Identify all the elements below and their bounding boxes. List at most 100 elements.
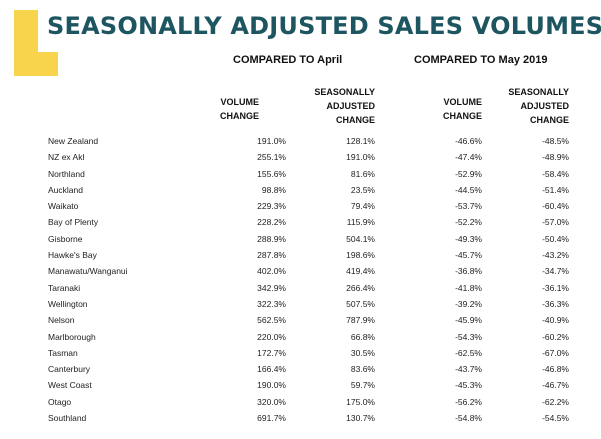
adjusted-change-april-cell: 507.5% [346, 298, 375, 309]
adjusted-change-april-cell: 787.9% [346, 315, 375, 326]
volume-change-may-2019-cell: -44.5% [455, 184, 482, 195]
adjusted-change-april-cell: 81.6% [350, 168, 375, 179]
header-line: SEASONALLY [508, 87, 569, 97]
volume-change-may-2019-cell: -45.3% [455, 380, 482, 391]
region-cell: Gisborne [48, 233, 83, 244]
volume-change-april-cell: 220.0% [257, 331, 286, 342]
volume-change-may-2019-cell: -49.3% [455, 233, 482, 244]
volume-change-may-2019-cell: -53.7% [455, 201, 482, 212]
volume-change-april-cell: 322.3% [257, 298, 286, 309]
volume-change-april-cell: 98.8% [261, 184, 286, 195]
adjusted-change-may-2019-cell: -50.4% [542, 233, 569, 244]
volume-change-april-cell: 166.4% [257, 364, 286, 375]
table-row: Marlborough 220.0% 66.8% -54.3% -60.2% [0, 330, 601, 346]
adjusted-change-april-cell: 30.5% [350, 347, 375, 358]
region-cell: Otago [48, 396, 72, 407]
region-cell: Tasman [48, 347, 78, 358]
column-header-volume-april: VOLUME CHANGE [220, 95, 259, 123]
group-heading-may-2019: COMPARED TO May 2019 [414, 54, 548, 66]
header-line: ADJUSTED [520, 101, 569, 111]
region-cell: Taranaki [48, 282, 81, 293]
volume-change-april-cell: 155.6% [257, 168, 286, 179]
volume-change-may-2019-cell: -39.2% [455, 298, 482, 309]
region-cell: NZ ex Akl [48, 152, 85, 163]
adjusted-change-may-2019-cell: -58.4% [542, 168, 569, 179]
table-row: Taranaki 342.9% 266.4% -41.8% -36.1% [0, 281, 601, 297]
table-row: Tasman 172.7% 30.5% -62.5% -67.0% [0, 346, 601, 362]
adjusted-change-april-cell: 115.9% [346, 217, 375, 228]
column-header-adjusted-may-2019: SEASONALLY ADJUSTED CHANGE [508, 85, 569, 127]
adjusted-change-april-cell: 83.6% [350, 364, 375, 375]
region-cell: West Coast [48, 380, 92, 391]
adjusted-change-may-2019-cell: -62.2% [542, 396, 569, 407]
region-cell: Auckland [48, 184, 83, 195]
region-cell: New Zealand [48, 136, 99, 146]
volume-change-april-cell: 229.3% [257, 201, 286, 212]
column-header-volume-may-2019: VOLUME CHANGE [443, 95, 482, 123]
adjusted-change-may-2019-cell: -48.5% [542, 136, 569, 146]
header-line: CHANGE [442, 111, 482, 121]
volume-change-april-cell: 402.0% [257, 266, 286, 277]
adjusted-change-may-2019-cell: -57.0% [542, 217, 569, 228]
table-row: Wellington 322.3% 507.5% -39.2% -36.3% [0, 297, 601, 313]
column-header-adjusted-april: SEASONALLY ADJUSTED CHANGE [314, 85, 375, 127]
volume-change-april-cell: 287.8% [257, 250, 286, 261]
header-line: VOLUME [443, 97, 482, 107]
adjusted-change-april-cell: 198.6% [346, 250, 375, 261]
volume-change-may-2019-cell: -52.9% [455, 168, 482, 179]
group-heading-april: COMPARED TO April [233, 54, 343, 66]
volume-change-may-2019-cell: -54.8% [455, 413, 482, 424]
volume-change-may-2019-cell: -47.4% [455, 152, 482, 163]
volume-change-april-cell: 320.0% [257, 396, 286, 407]
adjusted-change-may-2019-cell: -36.1% [542, 282, 569, 293]
volume-change-may-2019-cell: -43.7% [455, 364, 482, 375]
adjusted-change-may-2019-cell: -54.5% [542, 413, 569, 424]
volume-change-may-2019-cell: -54.3% [455, 331, 482, 342]
adjusted-change-april-cell: 191.0% [346, 152, 375, 163]
header-line: CHANGE [219, 111, 259, 121]
volume-change-may-2019-cell: -36.8% [455, 266, 482, 277]
adjusted-change-april-cell: 59.7% [350, 380, 375, 391]
table-row: Bay of Plenty 228.2% 115.9% -52.2% -57.0% [0, 215, 601, 231]
table-row: Waikato 229.3% 79.4% -53.7% -60.4% [0, 199, 601, 215]
table-row: Northland 155.6% 81.6% -52.9% -58.4% [0, 167, 601, 183]
volume-change-april-cell: 342.9% [257, 282, 286, 293]
adjusted-change-may-2019-cell: -48.9% [542, 152, 569, 163]
volume-change-april-cell: 255.1% [257, 152, 286, 163]
table-row: New Zealand 191.0% 128.1% -46.6% -48.5% [0, 134, 601, 150]
region-cell: Bay of Plenty [48, 217, 99, 228]
header-line: SEASONALLY [314, 87, 375, 97]
region-cell: Nelson [48, 315, 75, 326]
adjusted-change-april-cell: 175.0% [346, 396, 375, 407]
header-line: ADJUSTED [326, 101, 375, 111]
volume-change-april-cell: 191.0% [257, 136, 286, 146]
adjusted-change-april-cell: 419.4% [346, 266, 375, 277]
region-cell: Wellington [48, 298, 88, 309]
adjusted-change-april-cell: 266.4% [346, 282, 375, 293]
adjusted-change-may-2019-cell: -46.8% [542, 364, 569, 375]
adjusted-change-may-2019-cell: -60.4% [542, 201, 569, 212]
page-title: SEASONALLY ADJUSTED SALES VOLUMES [47, 12, 601, 40]
adjusted-change-april-cell: 66.8% [350, 331, 375, 342]
adjusted-change-april-cell: 130.7% [346, 413, 375, 424]
adjusted-change-may-2019-cell: -46.7% [542, 380, 569, 391]
table-row: Manawatu/Wanganui 402.0% 419.4% -36.8% -34.7… [0, 264, 601, 280]
table-row: Otago 320.0% 175.0% -56.2% -62.2% [0, 395, 601, 411]
adjusted-change-may-2019-cell: -40.9% [542, 315, 569, 326]
header-line: CHANGE [529, 115, 569, 125]
table-row: Southland 691.7% 130.7% -54.8% -54.5% [0, 411, 601, 427]
volume-change-may-2019-cell: -46.6% [455, 136, 482, 146]
region-cell: Waikato [48, 201, 79, 212]
table-row: NZ ex Akl 255.1% 191.0% -47.4% -48.9% [0, 150, 601, 166]
adjusted-change-may-2019-cell: -34.7% [542, 266, 569, 277]
volume-change-may-2019-cell: -62.5% [455, 347, 482, 358]
region-cell: Southland [48, 413, 87, 424]
volume-change-april-cell: 228.2% [257, 217, 286, 228]
table-row: Auckland 98.8% 23.5% -44.5% -51.4% [0, 183, 601, 199]
volume-change-may-2019-cell: -45.9% [455, 315, 482, 326]
volume-change-april-cell: 288.9% [257, 233, 286, 244]
volume-change-april-cell: 172.7% [257, 347, 286, 358]
adjusted-change-may-2019-cell: -51.4% [542, 184, 569, 195]
region-cell: Canterbury [48, 364, 91, 375]
region-cell: Northland [48, 168, 85, 179]
